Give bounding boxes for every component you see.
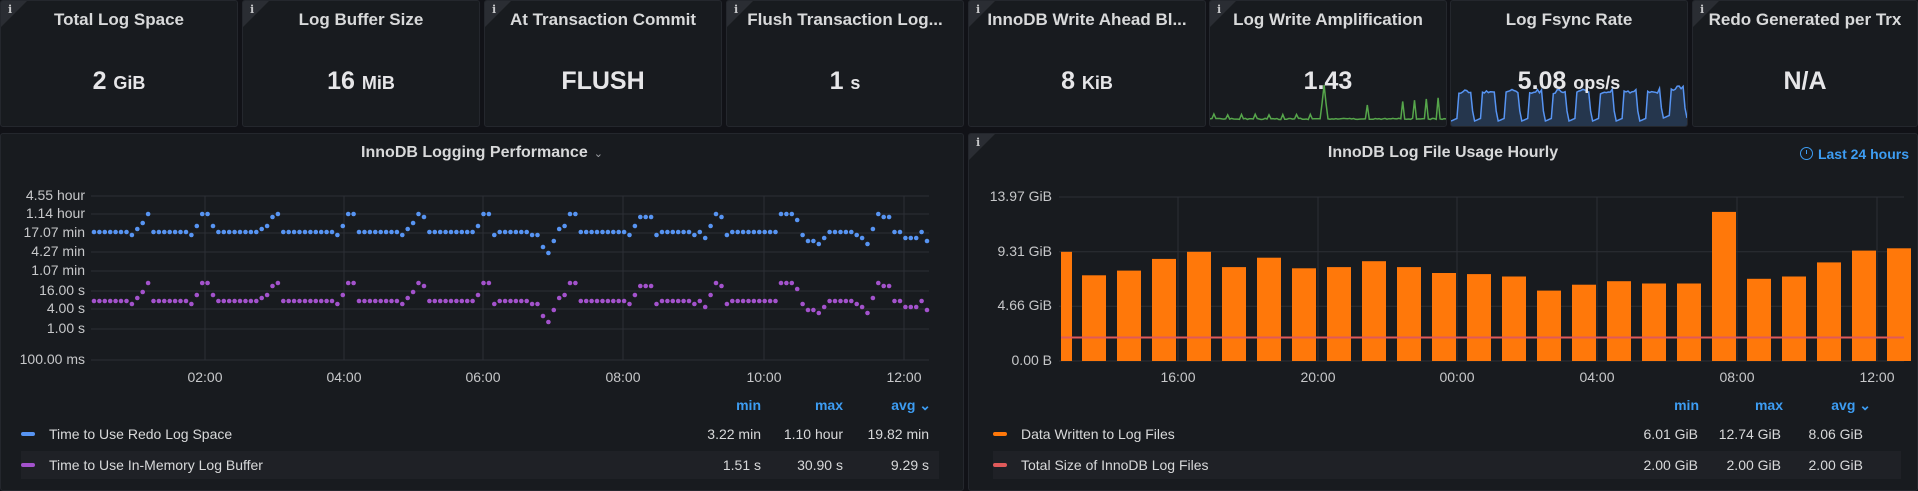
stat-title: Log Write Amplification xyxy=(1210,10,1446,30)
legend-header-min[interactable]: min xyxy=(1639,397,1699,413)
stat-title: Total Log Space xyxy=(1,10,237,30)
legend-avg: 8.06 GiB xyxy=(1763,426,1863,442)
stat-unit: KiB xyxy=(1082,73,1113,93)
y-axis-label: 100.00 ms xyxy=(1,351,85,367)
legend-row[interactable]: Data Written to Log Files 6.01 GiB 12.74… xyxy=(993,420,1901,448)
legend-row[interactable]: Time to Use Redo Log Space 3.22 min 1.10… xyxy=(21,420,939,448)
legend-header-min[interactable]: min xyxy=(701,397,761,413)
stat-unit: s xyxy=(850,73,860,93)
legend-row[interactable]: Total Size of InnoDB Log Files 2.00 GiB … xyxy=(993,451,1901,479)
legend-header-max[interactable]: max xyxy=(1721,397,1783,413)
y-axis-label: 13.97 GiB xyxy=(968,188,1052,204)
stat-value: 1.43 xyxy=(1210,67,1446,96)
legend-row[interactable]: Time to Use In-Memory Log Buffer 1.51 s … xyxy=(21,451,939,479)
stat-panel: i Redo Generated per Trx N/A xyxy=(1692,0,1918,127)
y-axis-label: 1.07 min xyxy=(1,262,85,278)
legend-series-name[interactable]: Time to Use Redo Log Space xyxy=(49,426,232,442)
legend-swatch xyxy=(21,432,35,436)
legend-avg: 9.29 s xyxy=(829,457,929,473)
legend-header-avg[interactable]: avg ⌄ xyxy=(861,397,931,414)
legend-series-name[interactable]: Data Written to Log Files xyxy=(1021,426,1175,442)
stat-unit: ops/s xyxy=(1573,73,1620,93)
y-axis-label: 4.55 hour xyxy=(1,187,85,203)
y-axis-label: 16.00 s xyxy=(1,282,85,298)
stat-value: 16 MiB xyxy=(243,67,479,96)
x-axis-label: 02:00 xyxy=(175,369,235,385)
stat-title: Redo Generated per Trx xyxy=(1693,10,1917,30)
stat-title: At Transaction Commit xyxy=(485,10,721,30)
x-axis-label: 12:00 xyxy=(1847,369,1907,385)
y-axis-label: 1.00 s xyxy=(1,320,85,336)
y-axis-label: 0.00 B xyxy=(968,352,1052,368)
stat-title: Log Fsync Rate xyxy=(1451,10,1687,30)
legend-series-name[interactable]: Total Size of InnoDB Log Files xyxy=(1021,457,1209,473)
x-axis-label: 08:00 xyxy=(1707,369,1767,385)
stat-title: Log Buffer Size xyxy=(243,10,479,30)
stat-panel: i Log Buffer Size 16 MiB xyxy=(242,0,480,127)
stat-unit: MiB xyxy=(362,73,395,93)
stat-panel: i Log Write Amplification 1.43 xyxy=(1209,0,1447,127)
legend-header-avg[interactable]: avg ⌄ xyxy=(1801,397,1871,414)
legend-swatch xyxy=(21,463,35,467)
stat-panel: i Total Log Space 2 GiB xyxy=(0,0,238,127)
y-axis-label: 17.07 min xyxy=(1,224,85,240)
stat-value: N/A xyxy=(1693,67,1917,96)
y-axis-label: 4.66 GiB xyxy=(968,297,1052,313)
stat-panel: i InnoDB Write Ahead Bl... 8 KiB xyxy=(968,0,1206,127)
x-axis-label: 20:00 xyxy=(1288,369,1348,385)
x-axis-label: 12:00 xyxy=(874,369,934,385)
x-axis-label: 16:00 xyxy=(1148,369,1208,385)
legend-avg: 2.00 GiB xyxy=(1763,457,1863,473)
x-axis-label: 04:00 xyxy=(1567,369,1627,385)
stat-panel: i At Transaction Commit FLUSH xyxy=(484,0,722,127)
x-axis-label: 06:00 xyxy=(453,369,513,385)
stat-value: 8 KiB xyxy=(969,67,1205,96)
x-axis-label: 10:00 xyxy=(734,369,794,385)
logging-performance-panel: InnoDB Logging Performance ⌄ 4.55 hour 1.1… xyxy=(0,133,964,491)
legend-swatch xyxy=(993,432,1007,436)
stat-value: 2 GiB xyxy=(1,67,237,96)
legend-series-name[interactable]: Time to Use In-Memory Log Buffer xyxy=(49,457,263,473)
stat-value: FLUSH xyxy=(485,67,721,96)
y-axis-label: 4.27 min xyxy=(1,243,85,259)
logging-scatter-chart[interactable] xyxy=(1,134,964,394)
stat-value: 5.08 ops/s xyxy=(1451,67,1687,96)
x-axis-label: 00:00 xyxy=(1427,369,1487,385)
usage-bar-chart[interactable] xyxy=(969,134,1918,394)
legend-header-max[interactable]: max xyxy=(781,397,843,413)
stat-unit: GiB xyxy=(113,73,145,93)
stat-value: 1 s xyxy=(727,67,963,96)
y-axis-label: 9.31 GiB xyxy=(968,243,1052,259)
stat-title: InnoDB Write Ahead Bl... xyxy=(969,10,1205,30)
x-axis-label: 08:00 xyxy=(593,369,653,385)
stat-title: Flush Transaction Log... xyxy=(727,10,963,30)
legend-max: 1.10 hour xyxy=(743,426,843,442)
legend-swatch xyxy=(993,463,1007,467)
legend-max: 30.90 s xyxy=(743,457,843,473)
y-axis-label: 1.14 hour xyxy=(1,205,85,221)
y-axis-label: 4.00 s xyxy=(1,300,85,316)
log-file-usage-panel: i InnoDB Log File Usage Hourly Last 24 h… xyxy=(968,133,1918,491)
stat-panel: i Flush Transaction Log... 1 s xyxy=(726,0,964,127)
x-axis-label: 04:00 xyxy=(314,369,374,385)
stat-panel: Log Fsync Rate 5.08 ops/s xyxy=(1450,0,1688,127)
legend-avg: 19.82 min xyxy=(829,426,929,442)
